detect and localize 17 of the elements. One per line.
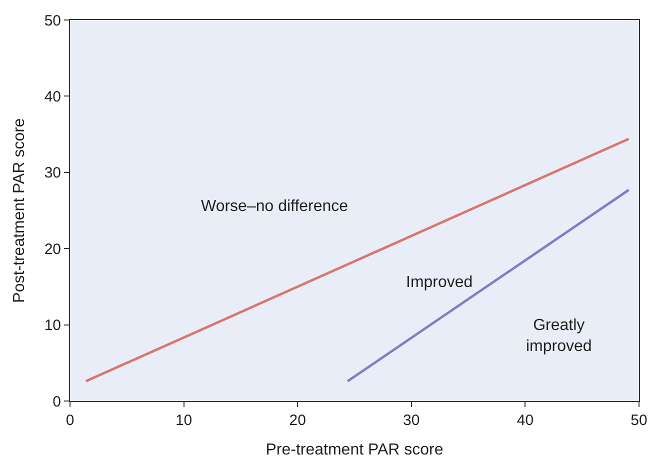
y-axis-title: Post-treatment PAR score [11,118,28,303]
x-tick-label: 40 [516,412,534,429]
y-tick-label: 30 [44,164,61,182]
annotation: Improved [406,274,473,291]
x-axis-title: Pre-treatment PAR score [266,442,444,459]
y-tick-label: 40 [44,88,61,106]
y-tick-label: 10 [44,317,61,334]
x-tick-label: 20 [289,412,306,429]
y-tick-label: 20 [44,240,61,258]
y-tick-label: 50 [44,12,61,30]
y-tick-label: 0 [52,393,61,410]
annotation: Worse–no difference [201,198,348,215]
x-tick-label: 30 [403,412,420,429]
annotation: Greatly improved [526,317,592,355]
x-tick-label: 0 [66,412,74,429]
x-tick-label: 10 [175,412,192,429]
x-tick-label: 50 [630,412,648,429]
